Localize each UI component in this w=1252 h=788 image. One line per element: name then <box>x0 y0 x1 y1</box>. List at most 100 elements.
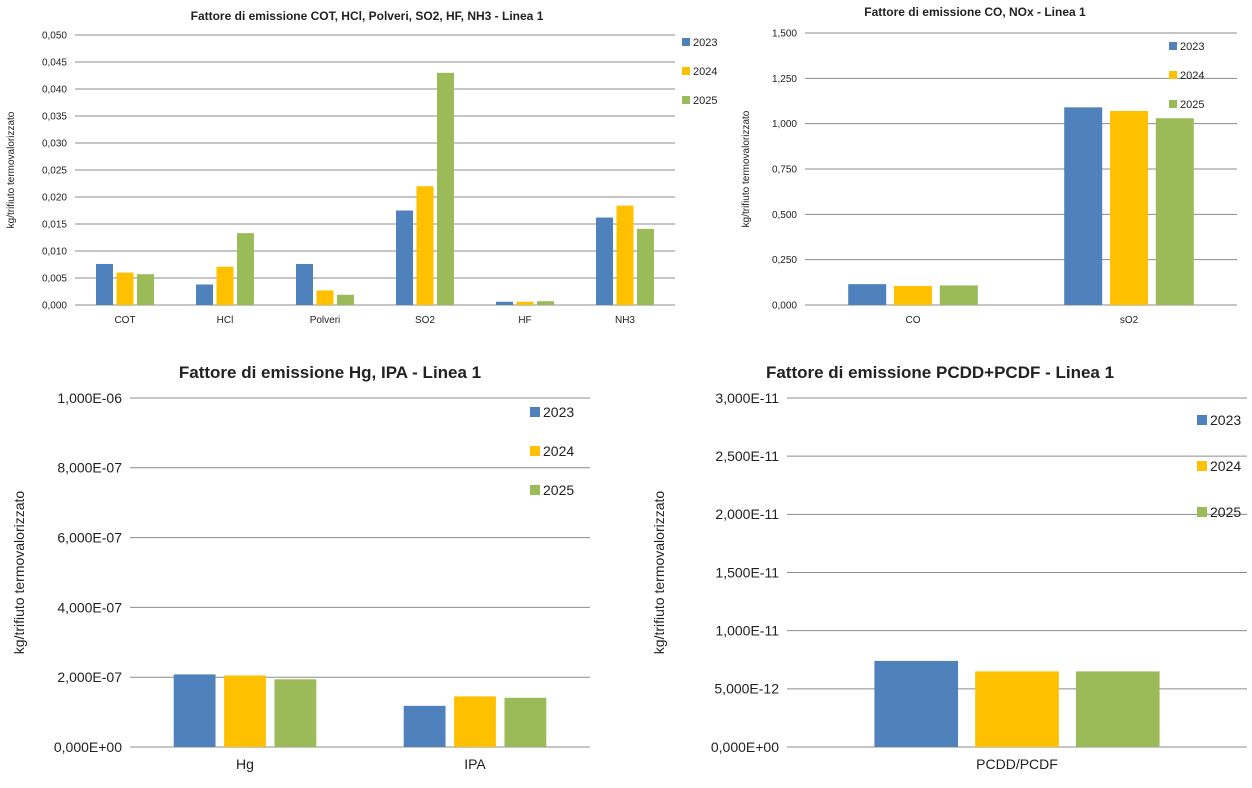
bar-hcl-2024 <box>216 266 234 305</box>
legend-swatch-2024 <box>1169 71 1177 79</box>
legend-label-2024: 2024 <box>1210 458 1241 474</box>
chart-panel-2: Fattore di emissione CO, NOx - Linea 1 0,… <box>735 0 1252 330</box>
x-tick-label: Hg <box>236 756 254 772</box>
y-tick-label: 0,050 <box>42 31 67 42</box>
y-axis-label: kg/trifiuto termovalorizzato <box>11 491 27 655</box>
legend-label-2024: 2024 <box>543 443 574 459</box>
chart-panel-4: Fattore di emissione PCDD+PCDF - Linea 1… <box>640 350 1252 783</box>
x-tick-label: IPA <box>464 756 486 772</box>
bar-hf-2023 <box>496 301 514 305</box>
chart-title: Fattore di emissione COT, HCl, Polveri, … <box>191 9 544 23</box>
y-tick-label: 2,000E-07 <box>57 669 122 685</box>
y-tick-label: 0,045 <box>42 58 67 69</box>
x-tick-label: PCDD/PCDF <box>976 756 1058 772</box>
chart-pcdd-pcdf: Fattore di emissione PCDD+PCDF - Linea 1… <box>651 363 1247 772</box>
x-tick-label: NH3 <box>615 315 635 326</box>
bar-pcdd-pcdf-2023 <box>874 660 959 747</box>
legend-label-2023: 2023 <box>1210 412 1241 428</box>
chart-title: Fattore di emissione PCDD+PCDF - Linea 1 <box>766 363 1114 382</box>
chart-title: Fattore di emissione CO, NOx - Linea 1 <box>864 5 1086 19</box>
legend-swatch-2024 <box>682 67 690 75</box>
y-tick-label: 0,500 <box>772 210 797 221</box>
bar-so2-2023 <box>396 210 414 305</box>
legend-label-2025: 2025 <box>1210 504 1241 520</box>
bar-polveri-2024 <box>316 290 334 305</box>
legend-swatch-2024 <box>530 446 540 456</box>
legend-label-2024: 2024 <box>693 66 717 78</box>
y-tick-label: 8,000E-07 <box>57 460 122 476</box>
y-tick-label: 1,500E-11 <box>715 564 779 580</box>
y-tick-label: 0,000E+00 <box>54 739 122 755</box>
bar-so2-2025 <box>1155 118 1194 305</box>
bar-so2-2023 <box>1064 107 1103 305</box>
bar-so2-2024 <box>416 186 434 305</box>
bar-ipa-2023 <box>403 705 446 747</box>
bar-cot-2025 <box>136 274 154 305</box>
legend-swatch-2025 <box>682 96 690 104</box>
legend-swatch-2025 <box>530 485 540 495</box>
y-tick-label: 2,500E-11 <box>715 448 779 464</box>
y-tick-label: 0,000E+00 <box>711 739 779 755</box>
x-tick-label: CO <box>906 315 921 326</box>
legend-swatch-2023 <box>530 407 540 417</box>
chart-cot-hcl-polveri-so2-hf-nh3: Fattore di emissione COT, HCl, Polveri, … <box>6 9 717 326</box>
bar-hg-2024 <box>224 675 266 747</box>
chart-co-nox: Fattore di emissione CO, NOx - Linea 1 0,… <box>741 5 1237 326</box>
bar-hg-2023 <box>173 674 216 747</box>
bar-pcdd-pcdf-2024 <box>975 671 1059 747</box>
y-tick-label: 1,000E-11 <box>715 623 779 639</box>
y-tick-label: 6,000E-07 <box>57 530 122 546</box>
legend-label-2023: 2023 <box>693 37 717 49</box>
y-tick-label: 0,015 <box>42 220 67 231</box>
bar-so2-2025 <box>436 72 454 305</box>
bar-ipa-2024 <box>454 696 496 747</box>
legend-swatch-2025 <box>1169 100 1177 108</box>
y-tick-label: 0,000 <box>42 301 67 312</box>
y-tick-label: 1,250 <box>772 74 797 85</box>
bar-so2-2024 <box>1109 110 1149 306</box>
y-tick-label: 0,750 <box>772 165 797 176</box>
bar-hcl-2025 <box>236 233 254 305</box>
bar-ipa-2025 <box>504 697 547 747</box>
y-tick-label: 3,000E-11 <box>715 390 779 406</box>
y-tick-label: 1,000 <box>772 119 797 130</box>
bar-hcl-2023 <box>196 284 214 305</box>
bar-nh3-2024 <box>616 205 634 305</box>
bar-polveri-2025 <box>336 294 354 305</box>
y-axis-label: kg/trifiuto termovalorizzato <box>651 491 667 655</box>
y-tick-label: 4,000E-07 <box>57 599 122 615</box>
y-tick-label: 0,025 <box>42 166 67 177</box>
x-tick-label: SO2 <box>415 315 435 326</box>
bar-cot-2023 <box>96 263 114 305</box>
legend-swatch-2023 <box>682 38 690 46</box>
legend-swatch-2024 <box>1197 461 1207 471</box>
x-tick-label: Polveri <box>310 315 341 326</box>
bar-co-2024 <box>893 285 933 305</box>
bar-hf-2024 <box>516 301 534 305</box>
bar-co-2025 <box>939 285 978 305</box>
legend-label-2025: 2025 <box>543 482 574 498</box>
x-tick-label: HCl <box>217 315 234 326</box>
legend-label-2024: 2024 <box>1180 70 1204 82</box>
x-tick-label: sO2 <box>1120 315 1139 326</box>
y-tick-label: 0,035 <box>42 112 67 123</box>
legend-label-2023: 2023 <box>1180 41 1204 53</box>
legend-label-2025: 2025 <box>1180 99 1204 111</box>
y-tick-label: 2,000E-11 <box>715 506 779 522</box>
chart-panel-3: Fattore di emissione Hg, IPA - Linea 1 0,… <box>0 350 620 783</box>
legend-swatch-2025 <box>1197 507 1207 517</box>
y-tick-label: 0,040 <box>42 85 67 96</box>
bar-polveri-2023 <box>296 263 314 305</box>
y-tick-label: 0,010 <box>42 247 67 258</box>
bar-nh3-2023 <box>596 217 614 305</box>
bar-pcdd-pcdf-2025 <box>1075 671 1160 747</box>
y-tick-label: 0,005 <box>42 274 67 285</box>
y-axis-label: kg/trifiuto termovalorizzato <box>6 111 17 228</box>
bar-co-2023 <box>848 284 887 305</box>
legend-swatch-2023 <box>1169 42 1177 50</box>
y-tick-label: 0,250 <box>772 255 797 266</box>
bar-nh3-2025 <box>636 228 654 305</box>
y-axis-label: kg/trifiuto termovalorizzato <box>741 110 752 227</box>
chart-panel-1: Fattore di emissione COT, HCl, Polveri, … <box>0 0 735 330</box>
y-tick-label: 5,000E-12 <box>714 681 779 697</box>
